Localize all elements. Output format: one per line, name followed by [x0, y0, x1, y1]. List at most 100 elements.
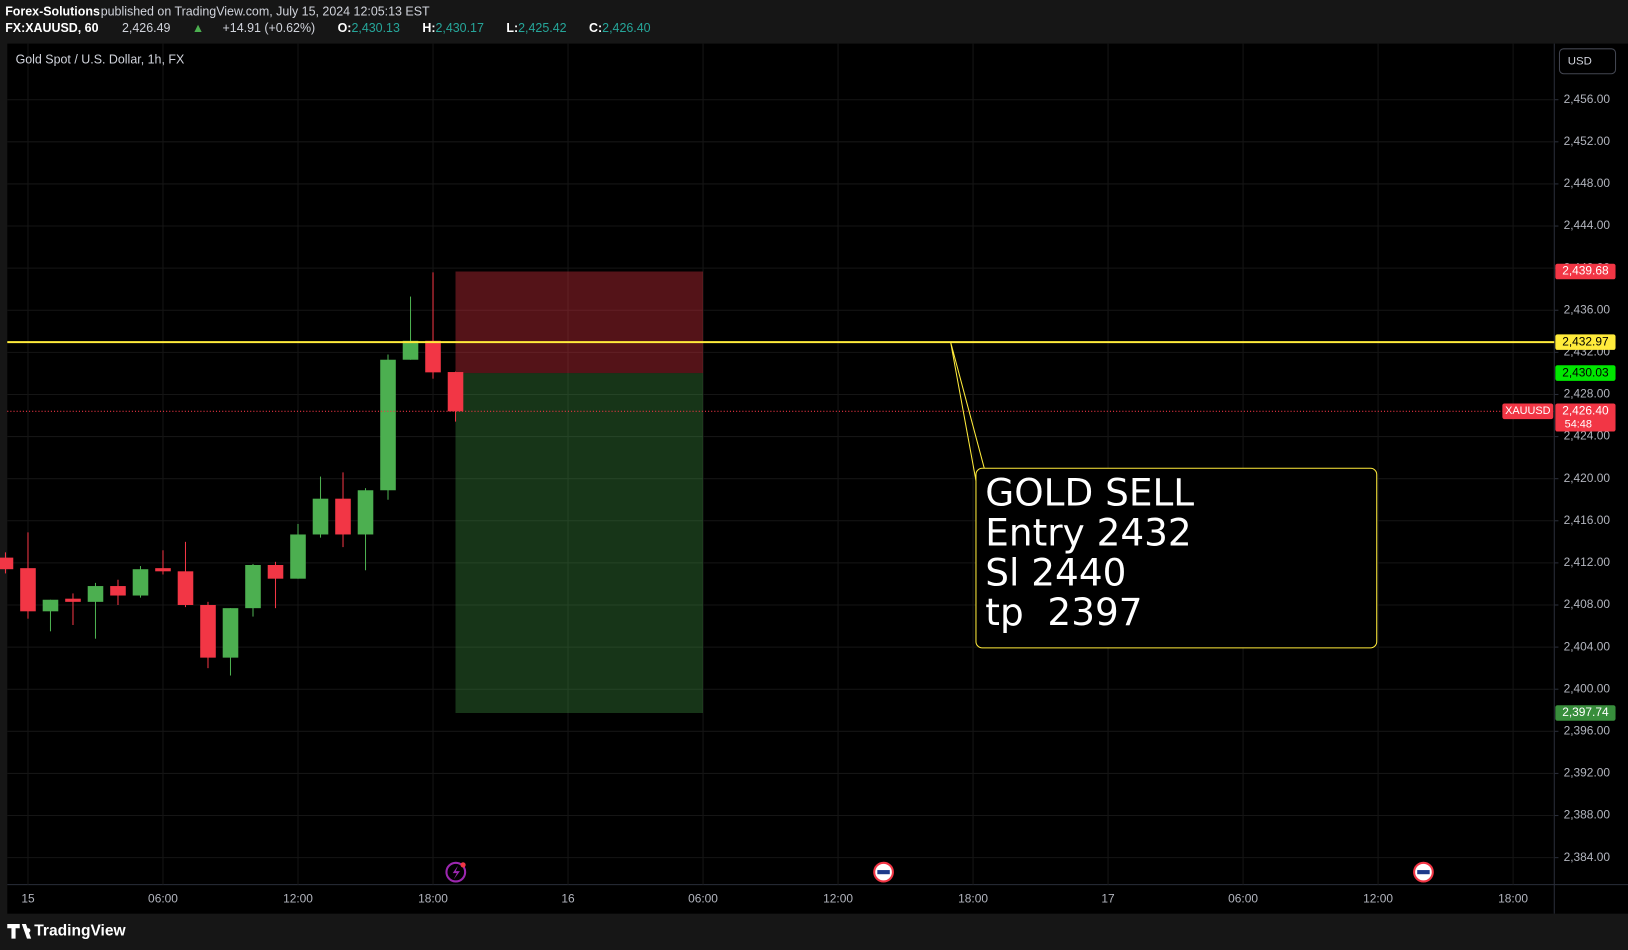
x-tick-label: 12:00 — [823, 891, 853, 905]
entry-badge — [1555, 365, 1616, 381]
hline-badge — [1555, 334, 1616, 350]
y-tick-label: 2,408.00 — [1564, 597, 1611, 611]
candle-body — [245, 564, 261, 609]
y-tick-label: 2,400.00 — [1564, 681, 1611, 695]
plot — [0, 271, 1555, 714]
candle-body — [290, 534, 306, 579]
up-arrow: ▲ — [192, 21, 204, 35]
candle-body — [200, 604, 216, 658]
candle-body — [335, 498, 351, 535]
o-label: O: — [338, 21, 352, 35]
h-label: H: — [422, 21, 435, 35]
countdown: 54:48 — [1565, 419, 1592, 431]
event-icon — [452, 865, 460, 880]
target-label: 2,397.74 — [1562, 705, 1609, 719]
last: 2,426.49 — [122, 21, 170, 35]
x-tick-label: 12:00 — [1363, 891, 1393, 905]
x-tick-label: 12:00 — [283, 891, 313, 905]
candle-body — [110, 586, 126, 596]
y-tick-label: 2,412.00 — [1564, 555, 1611, 569]
event-icon — [877, 870, 890, 875]
note-line: tp 2397 — [985, 590, 1142, 634]
entry-label: 2,430.03 — [1562, 365, 1609, 379]
event-icons — [445, 861, 1434, 883]
note-line: Entry 2432 — [985, 511, 1191, 555]
x-tick-label: 15 — [21, 891, 35, 905]
x-tick-label: 06:00 — [148, 891, 178, 905]
c-value: 2,426.40 — [602, 21, 650, 35]
y-tick-label: 2,436.00 — [1564, 302, 1611, 316]
x-tick-label: 06:00 — [1228, 891, 1258, 905]
chart-title: Gold Spot / U.S. Dollar, 1h, FX — [16, 52, 185, 66]
o-value: 2,430.13 — [351, 21, 399, 35]
last-price-badge — [1555, 403, 1616, 432]
y-tick-label: 2,424.00 — [1564, 429, 1611, 443]
last-price-label: 2,426.40 — [1562, 403, 1609, 417]
brand: TradingView — [34, 922, 126, 939]
currency: USD — [1568, 55, 1592, 67]
event-icon — [460, 862, 466, 868]
candle-body — [0, 557, 14, 570]
candle-body — [312, 498, 329, 535]
x-tick-label: 18:00 — [958, 891, 988, 905]
published: published on TradingView.com, July 15, 2… — [101, 5, 430, 19]
h-value: 2,430.17 — [435, 21, 483, 35]
y-tick-label: 2,388.00 — [1564, 808, 1611, 822]
publisher: Forex-Solutions — [5, 5, 100, 19]
y-tick-label: 2,420.00 — [1564, 471, 1611, 485]
note-pointer — [950, 341, 985, 481]
note-line: GOLD SELL — [985, 471, 1194, 515]
target-zone — [455, 373, 704, 714]
stop-label: 2,439.68 — [1562, 264, 1609, 278]
y-tick-label: 2,448.00 — [1564, 176, 1611, 190]
y-tick-label: 2,416.00 — [1564, 513, 1611, 527]
symbol-tag-label: XAUUSD — [1505, 405, 1551, 417]
change: +14.91 (+0.62%) — [223, 21, 316, 35]
candle-body — [177, 571, 194, 605]
price-axis — [1554, 43, 1628, 914]
l-label: L: — [506, 21, 518, 35]
candle-body — [87, 586, 104, 602]
symbol-tag — [1502, 403, 1554, 420]
candle-body — [222, 608, 239, 658]
candle-body — [155, 568, 171, 572]
note-box — [975, 467, 1378, 649]
y-tick-label: 2,404.00 — [1564, 639, 1611, 653]
c-label: C: — [589, 21, 602, 35]
x-tick-label: 18:00 — [1498, 891, 1528, 905]
hline-label: 2,432.97 — [1562, 334, 1609, 348]
candle-body — [132, 569, 149, 596]
target-badge — [1555, 705, 1616, 721]
x-tick-label: 16 — [561, 891, 575, 905]
ohlc-line: FX:XAUUSD, 60 2,426.49 ▲ +14.91 (+0.62%)… — [0, 21, 661, 35]
currency-button[interactable] — [1558, 48, 1617, 75]
y-tick-label: 2,396.00 — [1564, 723, 1611, 737]
candle-body — [65, 598, 81, 602]
candle-body — [425, 340, 441, 373]
candle-body — [447, 372, 464, 412]
y-tick-label: 2,428.00 — [1564, 387, 1611, 401]
y-tick-label: 2,452.00 — [1564, 134, 1611, 148]
candle-body — [267, 564, 284, 579]
symbol: FX:XAUUSD, 60 — [5, 21, 98, 35]
stop-badge — [1555, 263, 1616, 280]
x-tick-label: 17 — [1101, 891, 1115, 905]
y-tick-label: 2,456.00 — [1564, 92, 1611, 106]
candle-body — [402, 340, 419, 360]
y-tick-label: 2,392.00 — [1564, 766, 1611, 780]
stop-zone — [455, 271, 704, 374]
logo — [7, 924, 32, 939]
event-icon — [1417, 870, 1430, 875]
y-tick-label: 2,444.00 — [1564, 218, 1611, 232]
x-tick-label: 06:00 — [688, 891, 718, 905]
candle-body — [380, 359, 396, 491]
y-tick-label: 2,384.00 — [1564, 850, 1611, 864]
note-line: Sl 2440 — [985, 550, 1126, 594]
candle-body — [20, 568, 36, 612]
candle-body — [357, 490, 374, 535]
x-tick-label: 18:00 — [418, 891, 448, 905]
candle-body — [42, 599, 59, 612]
